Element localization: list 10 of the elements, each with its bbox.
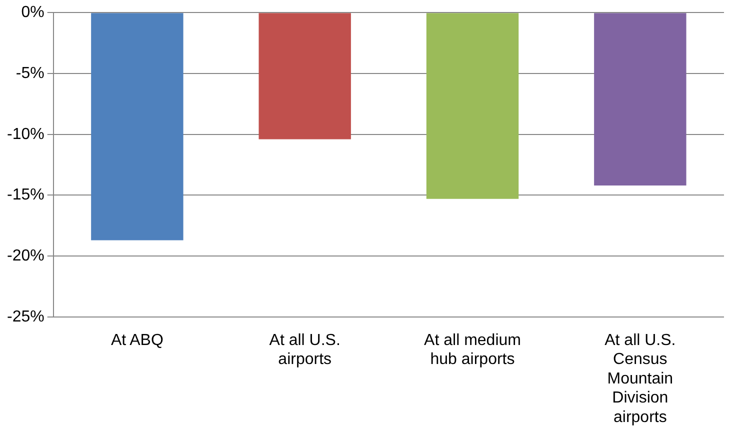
y-tick-label: -20% xyxy=(6,248,44,265)
x-tick-label: At all U.S. airports xyxy=(269,332,340,368)
x-tick-label: At all U.S. Census Mountain Division airports xyxy=(604,332,676,426)
y-tick-label: -10% xyxy=(6,126,44,143)
y-tick-label: -5% xyxy=(16,64,44,82)
x-tick-label: At all medium hub airports xyxy=(424,332,521,368)
y-tick-label: -15% xyxy=(6,186,44,204)
x-tick-label: At ABQ xyxy=(110,332,164,350)
y-tick-label: 0% xyxy=(21,4,44,22)
y-tick-label: -25% xyxy=(6,308,44,326)
